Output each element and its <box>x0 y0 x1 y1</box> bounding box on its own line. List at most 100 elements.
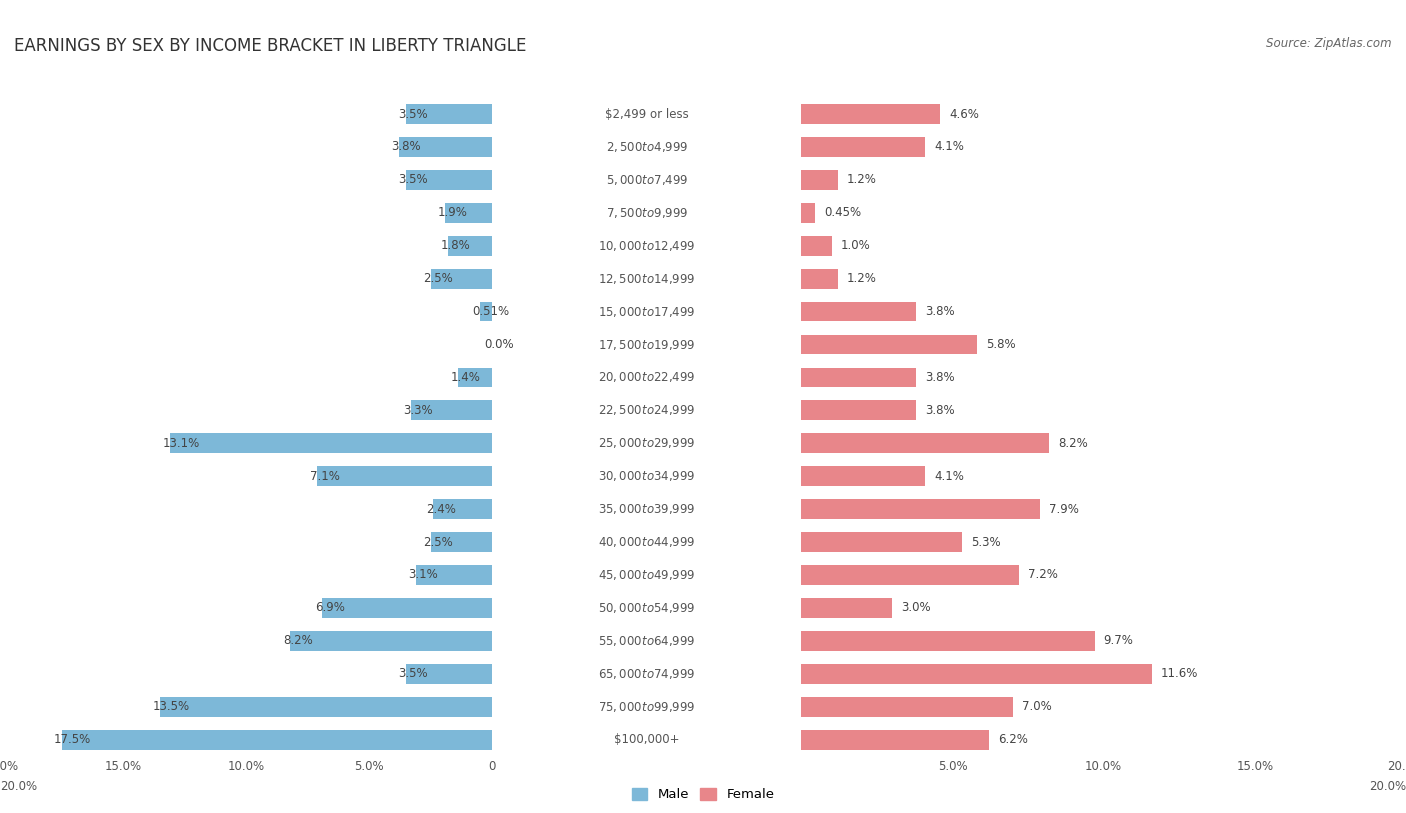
Text: 5.8%: 5.8% <box>986 338 1015 351</box>
Text: $100,000+: $100,000+ <box>614 733 679 746</box>
Text: 0.51%: 0.51% <box>472 305 509 318</box>
Bar <box>801 598 893 618</box>
Bar <box>0 526 801 559</box>
Bar <box>0 460 492 493</box>
Bar <box>492 427 1406 460</box>
Bar <box>492 690 1406 724</box>
Text: $45,000 to $49,999: $45,000 to $49,999 <box>598 568 696 582</box>
Text: 6.9%: 6.9% <box>315 602 344 615</box>
Text: $30,000 to $34,999: $30,000 to $34,999 <box>598 469 696 483</box>
Text: $15,000 to $17,499: $15,000 to $17,499 <box>598 305 696 319</box>
Bar <box>492 394 1406 427</box>
Bar <box>801 467 925 486</box>
Text: 3.8%: 3.8% <box>925 371 955 384</box>
Bar <box>492 130 1406 163</box>
Text: $25,000 to $29,999: $25,000 to $29,999 <box>598 437 696 450</box>
Text: $55,000 to $64,999: $55,000 to $64,999 <box>598 634 696 648</box>
Bar <box>801 533 962 552</box>
Bar <box>406 104 492 124</box>
Bar <box>0 130 801 163</box>
Bar <box>801 170 838 189</box>
Bar <box>0 559 492 592</box>
Bar <box>492 526 1406 559</box>
Bar <box>406 664 492 684</box>
Text: 7.9%: 7.9% <box>1049 502 1080 515</box>
Text: $17,500 to $19,999: $17,500 to $19,999 <box>598 337 696 351</box>
Bar <box>492 361 1406 394</box>
Text: $40,000 to $44,999: $40,000 to $44,999 <box>598 535 696 549</box>
Bar <box>0 592 801 624</box>
Bar <box>416 565 492 585</box>
Text: 5.3%: 5.3% <box>970 536 1000 549</box>
Bar <box>0 690 801 724</box>
Text: 1.4%: 1.4% <box>450 371 479 384</box>
Bar <box>170 433 492 453</box>
Text: 13.5%: 13.5% <box>152 700 190 713</box>
Bar <box>0 394 492 427</box>
Bar <box>492 559 1406 592</box>
Bar <box>0 163 492 197</box>
Text: $10,000 to $12,499: $10,000 to $12,499 <box>598 239 696 253</box>
Text: 3.5%: 3.5% <box>399 107 429 120</box>
Bar <box>492 592 1406 624</box>
Bar <box>0 98 801 131</box>
Bar <box>62 730 492 750</box>
Bar <box>0 263 492 295</box>
Bar <box>801 137 925 157</box>
Text: $12,500 to $14,999: $12,500 to $14,999 <box>598 272 696 285</box>
Bar <box>0 724 492 756</box>
Bar <box>0 328 492 361</box>
Bar <box>430 269 492 289</box>
Bar <box>801 236 832 255</box>
Bar <box>0 394 801 427</box>
Text: $12,500 to $14,999: $12,500 to $14,999 <box>598 272 696 285</box>
Bar <box>0 657 492 690</box>
Bar <box>0 624 492 657</box>
Text: 3.3%: 3.3% <box>404 404 433 417</box>
Text: 4.1%: 4.1% <box>935 141 965 154</box>
Text: 20.0%: 20.0% <box>1369 780 1406 793</box>
Bar <box>801 335 977 354</box>
Text: $5,000 to $7,499: $5,000 to $7,499 <box>606 173 688 187</box>
Bar <box>801 104 941 124</box>
Bar <box>801 203 815 223</box>
Text: $20,000 to $22,499: $20,000 to $22,499 <box>598 371 696 385</box>
Bar <box>0 493 492 526</box>
Bar <box>0 197 492 229</box>
Text: $2,500 to $4,999: $2,500 to $4,999 <box>606 140 688 154</box>
Bar <box>0 130 492 163</box>
Bar <box>458 367 492 387</box>
Text: $22,500 to $24,999: $22,500 to $24,999 <box>598 403 696 417</box>
Bar <box>0 361 492 394</box>
Bar <box>322 598 492 618</box>
Bar <box>492 328 1406 361</box>
Bar <box>0 295 492 328</box>
Text: 2.4%: 2.4% <box>426 502 456 515</box>
Text: $75,000 to $99,999: $75,000 to $99,999 <box>598 700 696 714</box>
Text: 3.1%: 3.1% <box>408 568 439 581</box>
Text: 3.5%: 3.5% <box>399 667 429 680</box>
Text: 3.5%: 3.5% <box>399 173 429 186</box>
Text: $30,000 to $34,999: $30,000 to $34,999 <box>598 469 696 483</box>
Bar <box>801 302 917 321</box>
Bar <box>430 533 492 552</box>
Bar <box>291 631 492 650</box>
Text: 1.2%: 1.2% <box>846 272 876 285</box>
Bar <box>492 163 1406 197</box>
Bar <box>0 724 801 756</box>
Bar <box>492 657 1406 690</box>
Text: 7.2%: 7.2% <box>1028 568 1057 581</box>
Text: $40,000 to $44,999: $40,000 to $44,999 <box>598 535 696 549</box>
Text: $15,000 to $17,499: $15,000 to $17,499 <box>598 305 696 319</box>
Text: 1.8%: 1.8% <box>440 239 470 252</box>
Bar <box>492 229 1406 263</box>
Text: 3.8%: 3.8% <box>925 404 955 417</box>
Bar <box>0 295 801 328</box>
Text: 7.1%: 7.1% <box>311 470 340 483</box>
Text: $20,000 to $22,499: $20,000 to $22,499 <box>598 371 696 385</box>
Bar <box>492 624 1406 657</box>
Text: 0.0%: 0.0% <box>485 338 515 351</box>
Bar <box>0 427 801 460</box>
Bar <box>801 433 1049 453</box>
Text: 3.8%: 3.8% <box>391 141 420 154</box>
